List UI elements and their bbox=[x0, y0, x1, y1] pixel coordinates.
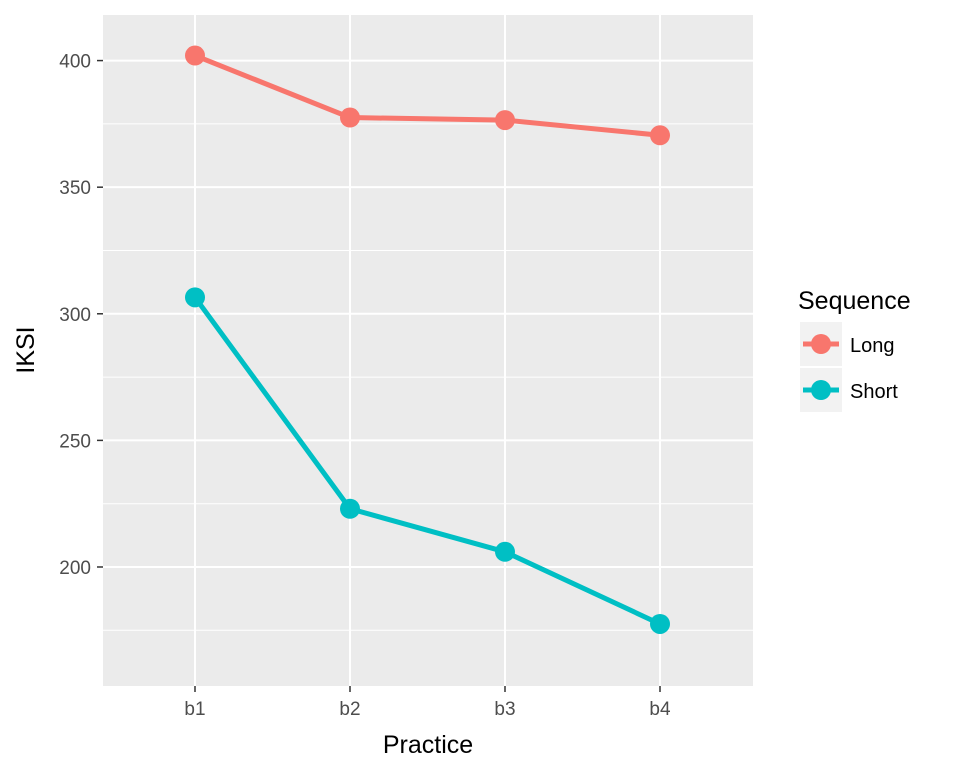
data-point-long bbox=[495, 110, 515, 131]
series-line-long bbox=[194, 53, 661, 138]
y-tick-label: 300 bbox=[59, 305, 91, 326]
x-tick-label: b3 bbox=[494, 699, 515, 720]
legend-key-point-short bbox=[811, 380, 831, 400]
data-point-short bbox=[650, 613, 670, 634]
x-tick-label: b2 bbox=[339, 699, 360, 720]
data-point-short bbox=[495, 541, 515, 562]
series-line-short bbox=[192, 295, 662, 627]
y-axis-title: IKSI bbox=[12, 326, 40, 373]
legend-items: Long Short bbox=[800, 322, 898, 412]
legend-title: Sequence bbox=[798, 287, 911, 315]
y-tick-label: 400 bbox=[59, 52, 91, 73]
data-point-short bbox=[340, 498, 360, 519]
x-tick-label: b1 bbox=[184, 699, 205, 720]
legend-label-long: Long bbox=[850, 335, 895, 357]
y-axis: 200 250 300 350 400 bbox=[59, 52, 103, 579]
x-axis: b1 b2 b3 b4 bbox=[184, 686, 671, 720]
series-layer bbox=[185, 45, 670, 634]
x-axis-title: Practice bbox=[383, 731, 473, 759]
legend: Sequence Long Short bbox=[798, 287, 911, 412]
x-tick-label: b4 bbox=[649, 699, 671, 720]
legend-label-short: Short bbox=[850, 381, 898, 403]
y-tick-label: 200 bbox=[59, 558, 91, 579]
legend-key-point-long bbox=[811, 334, 831, 354]
plot-panel bbox=[103, 15, 753, 686]
grid-minor bbox=[103, 123, 753, 631]
y-tick-label: 250 bbox=[59, 431, 91, 452]
data-point-long bbox=[650, 125, 670, 146]
y-tick-label: 350 bbox=[59, 178, 91, 199]
data-point-long bbox=[340, 107, 360, 128]
data-point-long bbox=[185, 45, 205, 66]
data-point-short bbox=[185, 287, 205, 308]
